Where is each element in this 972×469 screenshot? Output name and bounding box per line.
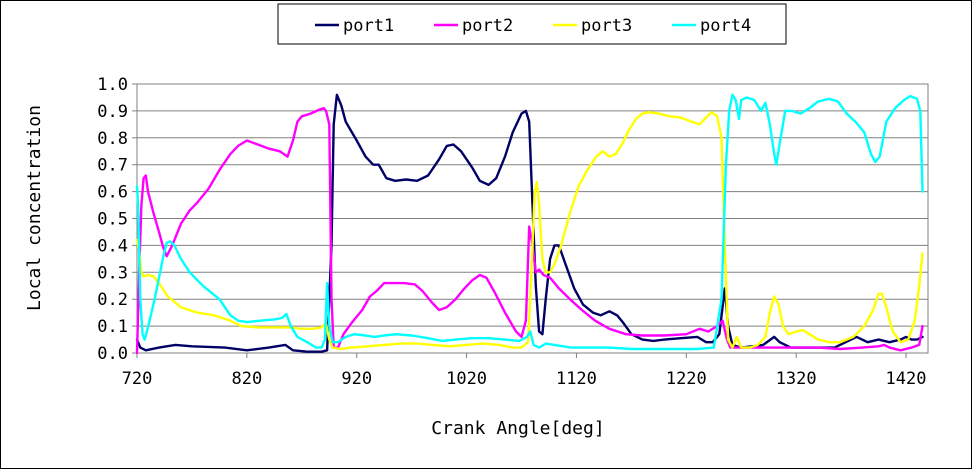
x-tick-label: 1320 <box>776 369 817 389</box>
legend-box <box>277 3 787 45</box>
y-tick-label: 0.1 <box>97 317 128 337</box>
legend: port1 port2 port3 port4 <box>277 3 787 45</box>
series-line-port4 <box>135 93 924 351</box>
legend-label-port1: port1 <box>343 16 394 36</box>
x-tick-label: 1220 <box>666 369 707 389</box>
y-tick-label: 0.9 <box>97 102 128 122</box>
y-tick-label: 0.5 <box>97 210 128 230</box>
y-tick-label: 0.4 <box>97 236 128 256</box>
x-tick-label: 1420 <box>886 369 927 389</box>
legend-label-port4: port4 <box>700 16 751 36</box>
x-tick-label: 1020 <box>446 369 487 389</box>
series-layer <box>135 93 924 355</box>
y-tick-label: 0.0 <box>97 344 128 364</box>
y-tick-label: 0.7 <box>97 156 128 176</box>
y-tick-label: 0.2 <box>97 290 128 310</box>
x-axis: 720 820 920 1020 1120 1220 1320 1420 <box>122 353 927 389</box>
series-line-port2 <box>135 107 924 355</box>
y-tick-label: 0.3 <box>97 263 128 283</box>
x-axis-title: Crank Angle[deg] <box>431 418 604 439</box>
legend-label-port2: port2 <box>462 16 513 36</box>
series-line-port3 <box>135 111 924 351</box>
x-tick-label: 720 <box>122 369 153 389</box>
y-tick-label: 0.6 <box>97 183 128 203</box>
x-tick-label: 920 <box>341 369 372 389</box>
series-line-port1 <box>135 93 924 353</box>
y-tick-label: 1.0 <box>97 75 128 95</box>
y-axis-title: Local concentration <box>24 105 45 311</box>
y-axis: 0.0 0.1 0.2 0.3 0.4 0.5 0.6 0.7 0.8 0.9 1.0 <box>97 75 137 364</box>
legend-label-port3: port3 <box>581 16 632 36</box>
x-tick-label: 1120 <box>556 369 597 389</box>
x-tick-label: 820 <box>232 369 263 389</box>
y-tick-label: 0.8 <box>97 129 128 149</box>
